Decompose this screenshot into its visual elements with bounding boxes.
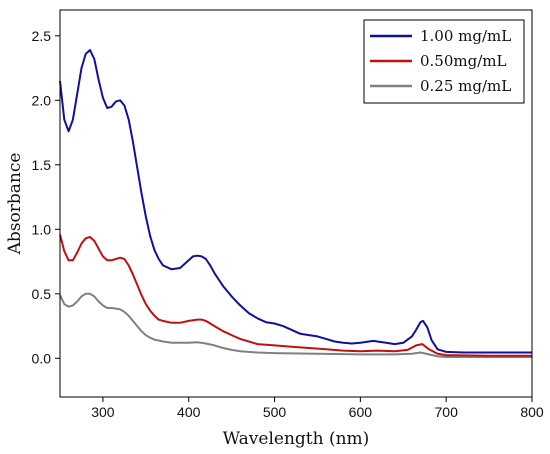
x-tick-label: 300 <box>91 404 115 420</box>
series-line-0-50mg-ml <box>59 234 532 357</box>
x-tick-label: 600 <box>349 404 373 420</box>
x-axis: 300 400 500 600 700 800 <box>91 397 544 420</box>
legend-label: 1.00 mg/mL <box>420 27 511 45</box>
y-tick-label: 1.5 <box>32 157 52 173</box>
legend-label: 0.25 mg/mL <box>420 77 511 95</box>
x-tick-label: 800 <box>520 404 544 420</box>
plot-marks <box>59 49 532 358</box>
y-tick-label: 2.5 <box>32 28 52 44</box>
x-axis-title: Wavelength (nm) <box>223 429 370 449</box>
legend-label: 0.50mg/mL <box>420 52 507 70</box>
series-line-1-00-mg-ml <box>59 49 532 354</box>
y-tick-label: 1.0 <box>32 221 52 237</box>
y-tick-label: 0.0 <box>32 350 52 366</box>
plot-frame <box>59 9 533 398</box>
y-axis: 0.0 0.5 1.0 1.5 2.0 2.5 <box>32 28 60 366</box>
x-tick-label: 700 <box>435 404 459 420</box>
x-tick-label: 400 <box>177 404 201 420</box>
y-tick-label: 0.5 <box>32 286 52 302</box>
y-tick-label: 2.0 <box>32 92 52 108</box>
series-line-0-25-mg-ml <box>59 292 532 358</box>
legend: 1.00 mg/mL 0.50mg/mL 0.25 mg/mL <box>363 19 525 104</box>
x-tick-label: 500 <box>263 404 287 420</box>
y-axis-title: Absorbance <box>5 153 25 256</box>
